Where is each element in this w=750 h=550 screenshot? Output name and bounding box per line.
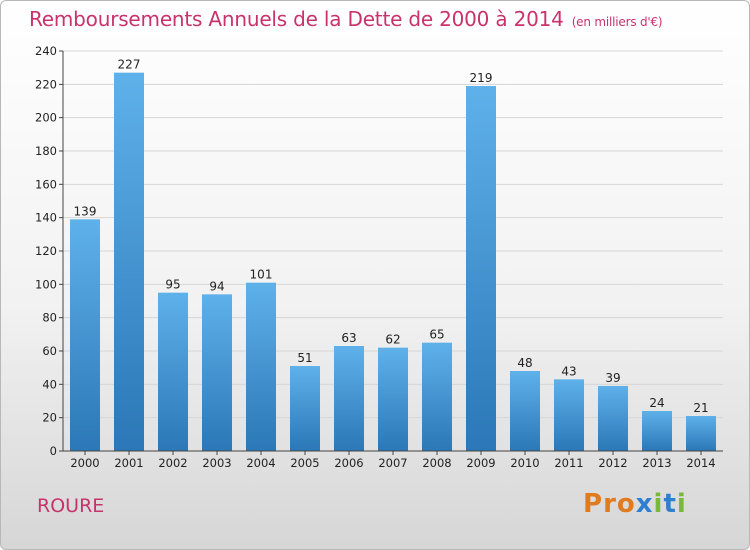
- value-label: 101: [250, 268, 273, 282]
- x-tick-label: 2011: [554, 456, 583, 470]
- bar-2012: [598, 386, 628, 451]
- x-tick-label: 2005: [290, 456, 319, 470]
- y-tick-label: 120: [35, 244, 57, 258]
- bar-2009: [466, 86, 496, 451]
- value-label: 227: [118, 58, 141, 72]
- logo-letter: r: [603, 489, 617, 519]
- logo-letter: P: [583, 489, 604, 519]
- labels: 2000 139 2001 227 2002 95 2003 94 2004 101 2005 51 2…: [70, 58, 715, 470]
- x-tick-label: 2001: [114, 456, 143, 470]
- bar-2003: [202, 294, 232, 451]
- logo-letter: i: [653, 489, 664, 519]
- logo-letter: o: [616, 489, 636, 519]
- value-label: 63: [341, 331, 356, 345]
- y-tick-label: 140: [35, 211, 57, 225]
- x-tick-label: 2006: [334, 456, 363, 470]
- y-tick-label: 20: [42, 411, 57, 425]
- value-label: 48: [517, 356, 532, 370]
- bar-2006: [334, 346, 364, 451]
- x-tick-label: 2004: [246, 456, 275, 470]
- value-label: 24: [649, 396, 664, 410]
- x-tick-label: 2012: [598, 456, 627, 470]
- bar-2013: [642, 411, 672, 451]
- proxiti-logo: Proxiti: [583, 489, 687, 519]
- value-label: 95: [165, 278, 180, 292]
- bar-2014: [686, 416, 716, 451]
- y-tick-label: 60: [42, 344, 57, 358]
- y-tick-label: 40: [42, 377, 57, 391]
- x-tick-label: 2002: [158, 456, 187, 470]
- x-tick-label: 2010: [510, 456, 539, 470]
- value-label: 51: [297, 351, 312, 365]
- chart-unit: (en milliers d'€): [571, 15, 663, 29]
- x-tick-label: 2003: [202, 456, 231, 470]
- y-tick-label: 160: [35, 177, 57, 191]
- y-tick-label: 100: [35, 277, 57, 291]
- logo-letter: x: [635, 489, 654, 519]
- bar-2011: [554, 379, 584, 451]
- axes: 0 20 40 60 80 100 120 140 160 180 200 220 240: [35, 44, 723, 458]
- bar-2000: [70, 219, 100, 451]
- chart-title-text: Remboursements Annuels de la Dette de 20…: [29, 7, 564, 31]
- value-label: 94: [209, 279, 224, 293]
- value-label: 62: [385, 333, 400, 347]
- value-label: 219: [470, 71, 493, 85]
- value-label: 39: [605, 371, 620, 385]
- x-tick-label: 2009: [466, 456, 495, 470]
- bar-2005: [290, 366, 320, 451]
- value-label: 21: [693, 401, 708, 415]
- bar-2007: [378, 347, 408, 451]
- bars: [70, 72, 716, 452]
- y-tick-label: 220: [35, 77, 57, 91]
- x-tick-label: 2013: [642, 456, 671, 470]
- y-tick-label: 0: [50, 444, 57, 458]
- x-tick-label: 2007: [378, 456, 407, 470]
- y-tick-label: 180: [35, 144, 57, 158]
- logo-letter: t: [663, 489, 677, 519]
- x-tick-label: 2014: [686, 456, 715, 470]
- commune-name: ROURE: [37, 495, 105, 517]
- bar-2010: [510, 371, 540, 451]
- x-tick-label: 2008: [422, 456, 451, 470]
- chart-title: Remboursements Annuels de la Dette de 20…: [29, 7, 663, 31]
- value-label: 139: [74, 204, 97, 218]
- x-tick-label: 2000: [70, 456, 99, 470]
- value-label: 65: [429, 328, 444, 342]
- y-tick-label: 200: [35, 111, 57, 125]
- value-label: 43: [561, 364, 576, 378]
- logo-letter: i: [676, 489, 687, 519]
- y-tick-label: 80: [42, 311, 57, 325]
- bar-2002: [158, 292, 188, 451]
- bar-2004: [246, 282, 276, 451]
- bar-2001: [114, 72, 144, 452]
- y-tick-label: 240: [35, 44, 57, 58]
- bar-2008: [422, 342, 452, 451]
